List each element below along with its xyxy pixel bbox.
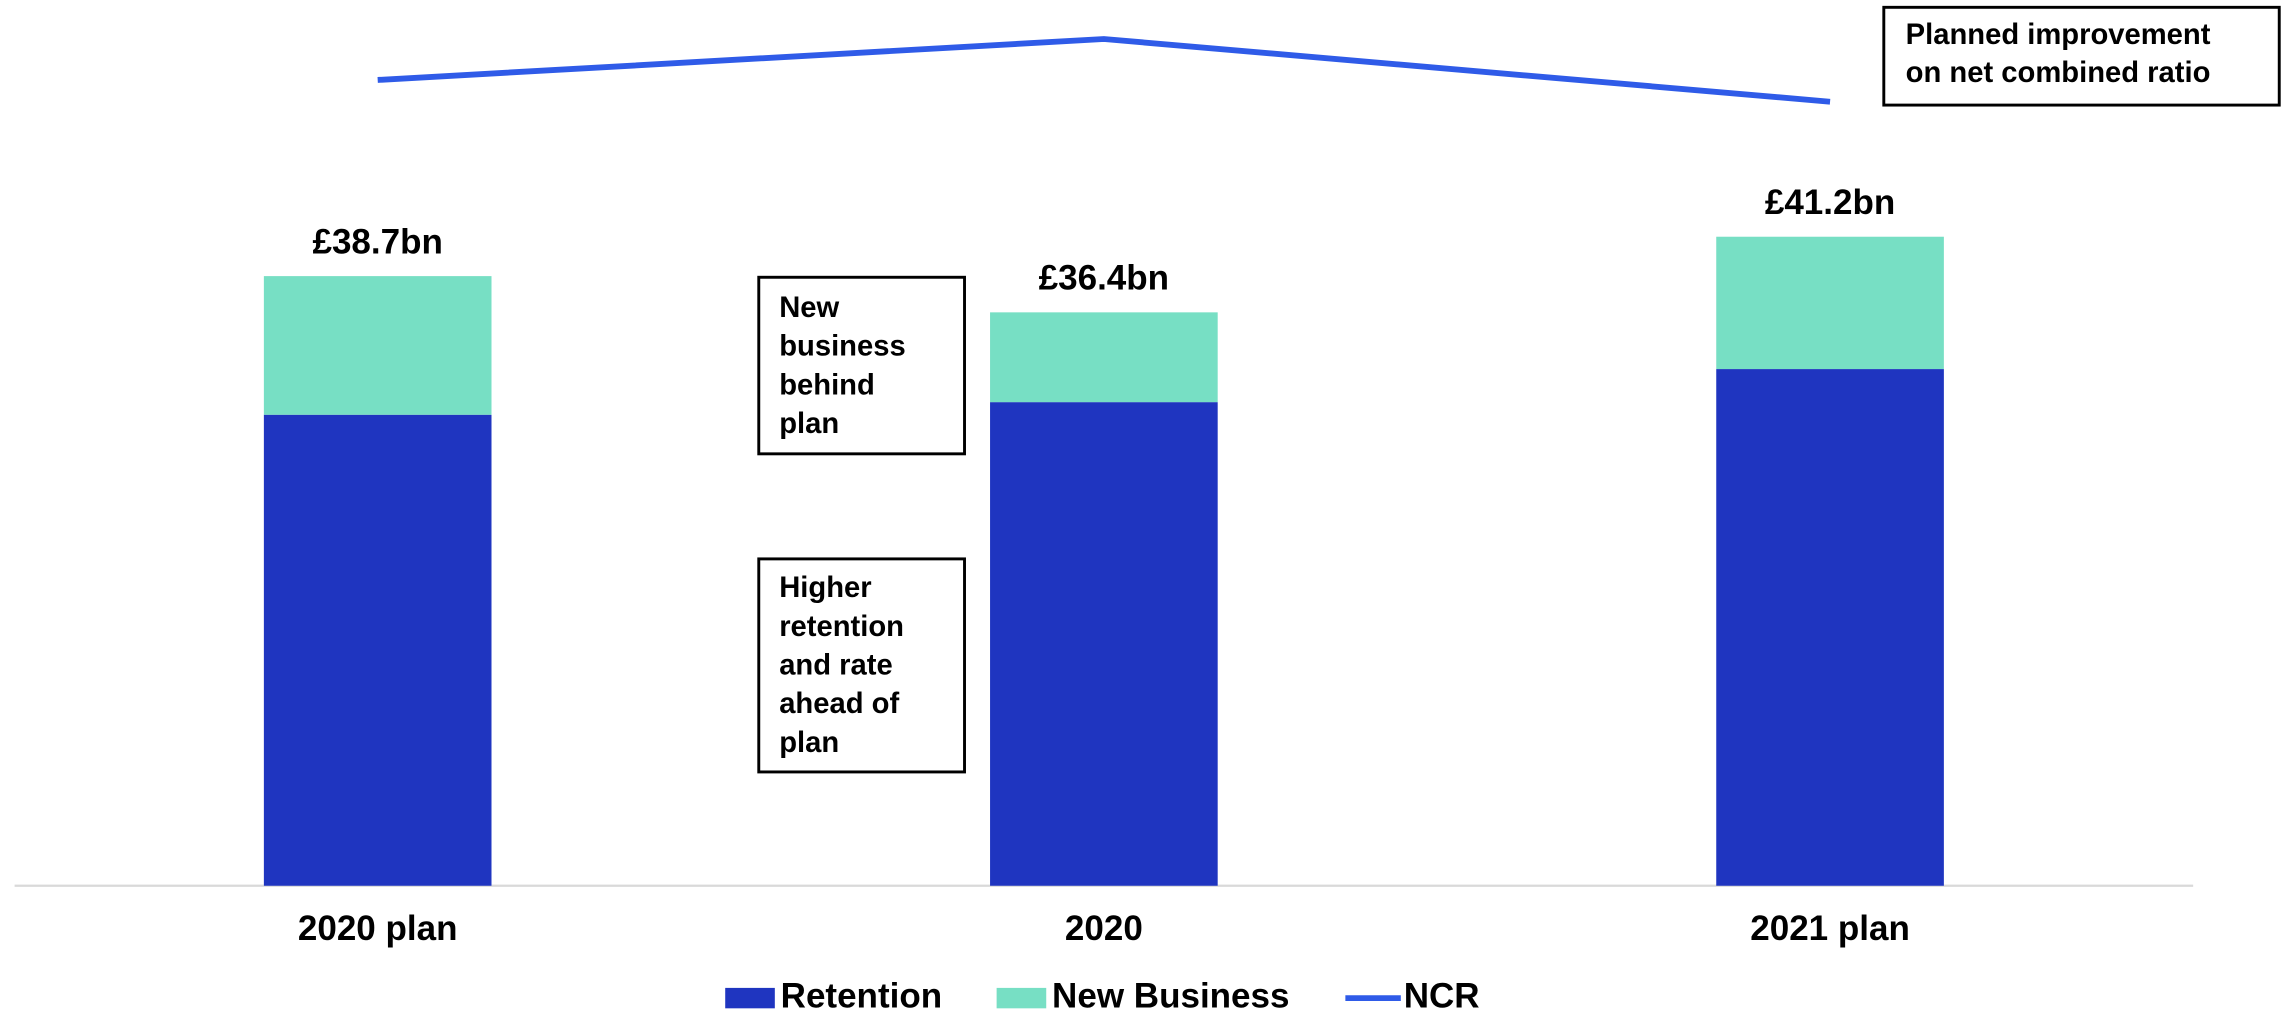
bar-segment	[1716, 369, 1944, 886]
legend-label: New Business	[1052, 976, 1289, 1012]
annotation-box	[757, 557, 966, 774]
annotation-text: New	[779, 292, 839, 324]
annotation-text: ahead of	[779, 688, 899, 720]
legend-label: Retention	[781, 976, 942, 1012]
annotation-text: Higher	[779, 572, 871, 604]
bar-segment	[263, 414, 492, 886]
annotation-text: on net combined ratio	[1906, 57, 2211, 89]
annotation-text: Planned improvement	[1906, 19, 2211, 51]
annotation-text: behind	[779, 369, 875, 401]
total-label: £38.7bn	[312, 222, 442, 261]
annotation-text: plan	[779, 727, 839, 759]
annotation-text: plan	[779, 408, 839, 440]
bar-segment	[990, 312, 1218, 403]
annotation-box	[1882, 5, 2281, 107]
legend-swatch	[725, 987, 775, 1009]
legend-label: NCR	[1404, 976, 1480, 1012]
ncr-line	[377, 36, 1831, 105]
bar-segment	[1716, 236, 1944, 370]
annotation-text: and rate	[779, 650, 892, 682]
bar-segment	[990, 402, 1218, 886]
legend-swatch	[996, 987, 1047, 1009]
x-tick-label: 2020 plan	[298, 909, 458, 948]
x-tick-label: 2021 plan	[1750, 909, 1910, 948]
bar-segment	[263, 276, 492, 415]
x-tick-label: 2020	[1065, 909, 1143, 948]
annotation-text: business	[779, 331, 905, 363]
annotation-box	[757, 275, 966, 456]
total-label: £36.4bn	[1039, 258, 1169, 297]
total-label: £41.2bn	[1765, 183, 1895, 222]
annotation-text: retention	[779, 611, 904, 643]
